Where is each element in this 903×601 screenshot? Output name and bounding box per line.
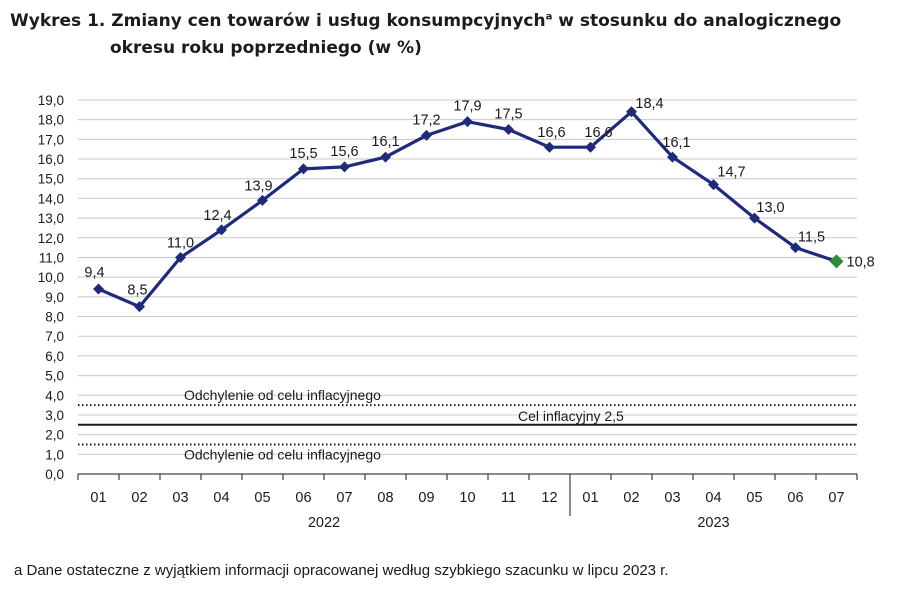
x-tick-label: 04 xyxy=(705,490,721,506)
data-point-marker xyxy=(421,129,432,141)
data-label: 16,6 xyxy=(584,125,612,141)
y-tick-label: 4,0 xyxy=(45,388,64,403)
x-tick-label: 03 xyxy=(172,490,188,506)
data-point-marker xyxy=(339,161,350,173)
footnote-marker: a xyxy=(545,11,553,23)
reference-line-label: Cel inflacyjny 2,5 xyxy=(518,408,624,424)
data-label: 17,5 xyxy=(494,107,522,123)
data-label: 17,9 xyxy=(453,99,481,115)
x-tick-label: 05 xyxy=(254,490,270,506)
data-label: 8,5 xyxy=(127,283,147,299)
y-tick-label: 7,0 xyxy=(45,329,64,344)
data-label: 17,2 xyxy=(412,112,440,128)
x-tick-label: 12 xyxy=(541,490,557,506)
x-tick-label: 05 xyxy=(746,490,762,506)
x-tick-label: 06 xyxy=(295,490,311,506)
data-label: 11,0 xyxy=(167,235,194,251)
data-point-marker xyxy=(790,242,801,254)
y-tick-label: 17,0 xyxy=(38,132,64,147)
reference-line-label: Odchylenie od celu inflacyjnego xyxy=(184,446,381,462)
reference-line-label: Odchylenie od celu inflacyjnego xyxy=(184,387,381,403)
footnote: a Dane ostateczne z wyjątkiem informacji… xyxy=(14,562,669,579)
y-tick-label: 9,0 xyxy=(45,290,64,305)
data-label: 16,1 xyxy=(371,134,399,150)
data-point-marker xyxy=(257,194,268,206)
data-point-marker xyxy=(134,301,145,313)
data-label: 14,7 xyxy=(717,165,745,181)
x-tick-label: 06 xyxy=(787,490,803,506)
chart-title-line1: Wykres 1. Zmiany cen towarów i usług kon… xyxy=(10,11,842,31)
data-point-marker xyxy=(585,141,596,153)
y-tick-label: 19,0 xyxy=(38,93,64,108)
data-label: 11,5 xyxy=(798,230,825,246)
y-tick-label: 18,0 xyxy=(38,113,64,128)
y-tick-label: 10,0 xyxy=(38,270,64,285)
data-label: 15,5 xyxy=(289,146,317,162)
data-point-marker xyxy=(503,124,514,136)
data-point-marker xyxy=(380,151,391,163)
y-tick-label: 0,0 xyxy=(45,467,64,482)
data-label: 13,0 xyxy=(756,200,784,216)
data-label: 15,6 xyxy=(330,144,358,160)
data-point-marker xyxy=(667,151,678,163)
data-point-marker xyxy=(626,106,637,118)
chart-title-line2: okresu roku poprzedniego (w %) xyxy=(110,38,422,58)
data-label: 18,4 xyxy=(635,96,663,112)
data-point-marker xyxy=(544,141,555,153)
data-point-marker xyxy=(93,283,104,295)
x-tick-label: 08 xyxy=(377,490,393,506)
x-tick-label: 10 xyxy=(459,490,475,506)
y-tick-label: 1,0 xyxy=(45,447,64,462)
y-tick-label: 6,0 xyxy=(45,349,64,364)
year-label: 2023 xyxy=(697,515,729,531)
y-tick-label: 3,0 xyxy=(45,408,64,423)
y-tick-label: 16,0 xyxy=(38,152,64,167)
data-point-marker xyxy=(708,179,719,191)
y-tick-label: 12,0 xyxy=(38,231,64,246)
x-tick-label: 01 xyxy=(582,490,598,506)
x-tick-label: 07 xyxy=(336,490,352,506)
data-point-marker xyxy=(216,224,227,236)
data-point-marker xyxy=(749,212,760,224)
data-point-marker xyxy=(462,116,473,128)
chart-title: Wykres 1. Zmiany cen towarów i usług kon… xyxy=(10,8,890,62)
x-tick-label: 01 xyxy=(90,490,106,506)
y-tick-label: 14,0 xyxy=(38,191,64,206)
x-tick-label: 07 xyxy=(828,490,844,506)
y-tick-label: 8,0 xyxy=(45,310,64,325)
data-label: 10,8 xyxy=(847,254,875,270)
data-label: 12,4 xyxy=(203,208,231,224)
data-label: 9,4 xyxy=(84,265,104,281)
data-point-marker xyxy=(298,163,309,175)
x-tick-label: 03 xyxy=(664,490,680,506)
data-label: 16,1 xyxy=(662,135,690,151)
y-tick-label: 13,0 xyxy=(38,211,64,226)
y-tick-label: 15,0 xyxy=(38,172,64,187)
last-data-point-marker xyxy=(829,254,844,269)
x-tick-label: 11 xyxy=(501,490,516,506)
data-label: 13,9 xyxy=(244,178,272,194)
x-tick-label: 02 xyxy=(623,490,639,506)
x-tick-label: 09 xyxy=(418,490,434,506)
x-tick-label: 04 xyxy=(213,490,229,506)
y-tick-label: 11,0 xyxy=(39,250,64,265)
data-point-marker xyxy=(175,251,186,263)
x-tick-label: 02 xyxy=(131,490,147,506)
data-label: 16,6 xyxy=(537,125,565,141)
year-label: 2022 xyxy=(308,515,340,531)
y-tick-label: 5,0 xyxy=(45,369,64,384)
y-tick-label: 2,0 xyxy=(45,428,64,443)
